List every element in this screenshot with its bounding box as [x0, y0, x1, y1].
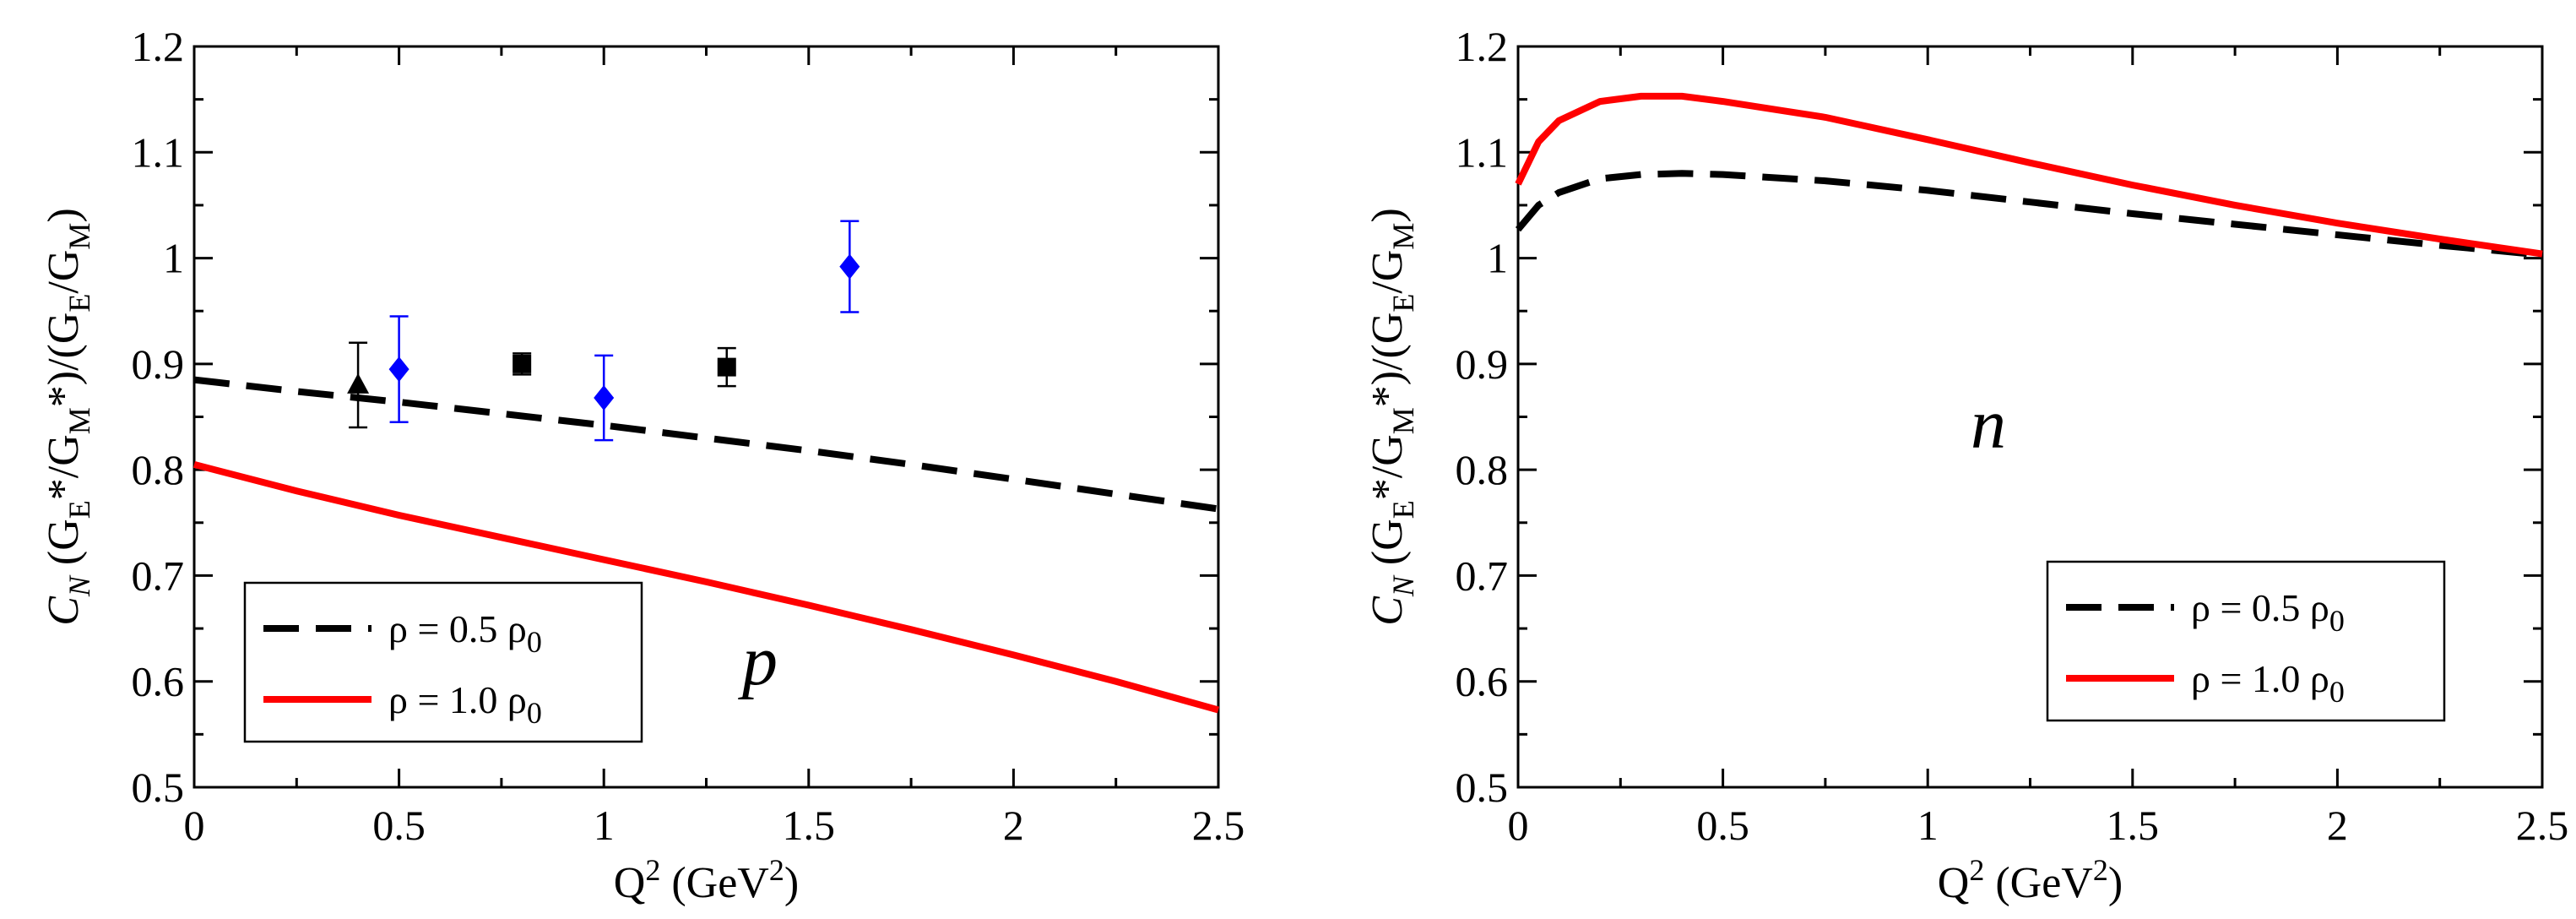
x-tick-label: 1 — [594, 802, 615, 849]
legend-box — [243, 581, 643, 743]
y-tick-label: 1.2 — [132, 23, 185, 70]
x-tick-label: 0 — [184, 802, 205, 849]
legend: ρ = 0.5 ρ0 ρ = 1.0 ρ0 — [243, 581, 643, 743]
data-point-diamond — [388, 315, 409, 424]
diamond-marker — [388, 356, 409, 383]
data-point-diamond — [839, 220, 860, 313]
y-tick-label: 0.6 — [132, 658, 185, 705]
diamond-marker — [594, 384, 615, 411]
x-tick-label: 1 — [1917, 802, 1939, 849]
legend-box — [2046, 560, 2446, 722]
diamond-marker — [839, 253, 860, 280]
legend: ρ = 0.5 ρ0 ρ = 1.0 ρ0 — [2046, 560, 2446, 722]
data-point-diamond — [594, 354, 615, 442]
legend-label: ρ = 1.0 ρ0 — [388, 678, 542, 730]
panel-tag: n — [1971, 385, 2006, 464]
x-tick-label: 2.5 — [1192, 802, 1245, 849]
series-line-rho-0.5 — [193, 376, 1219, 513]
y-tick-label: 1 — [1487, 235, 1508, 282]
y-tick-label: 0.9 — [132, 340, 185, 388]
x-axis-title: Q2 (GeV2) — [614, 853, 799, 907]
y-tick-label: 0.5 — [1456, 764, 1509, 811]
y-axis-title: CN (GE*/GM*)/(GE/GM) — [1364, 208, 1420, 626]
y-axis-title: CN (GE*/GM*)/(GE/GM) — [40, 208, 96, 626]
x-tick-label: 0.5 — [1696, 802, 1749, 849]
y-tick-label: 1.2 — [1456, 23, 1509, 70]
x-tick-label: 2.5 — [2516, 802, 2569, 849]
y-tick-label: 0.7 — [132, 552, 185, 599]
y-tick-label: 0.9 — [1456, 340, 1509, 388]
y-tick-label: 0.6 — [1456, 658, 1509, 705]
x-axis-title: Q2 (GeV2) — [1938, 853, 2123, 907]
legend-label: ρ = 0.5 ρ0 — [2191, 586, 2345, 638]
data-point-triangle — [347, 341, 370, 429]
x-tick-label: 2 — [1003, 802, 1024, 849]
triangle-marker — [347, 372, 370, 394]
y-tick-label: 1.1 — [1456, 128, 1509, 176]
data-point-square — [717, 346, 736, 388]
series-line-rho-0.5 — [1515, 170, 2543, 258]
x-tick-label: 0 — [1508, 802, 1529, 849]
neutron-panel: 0 0.5 1 1.5 2 2.50.50.60.70.80.911.11.2Q2 (Ge… — [1364, 23, 2568, 907]
y-tick-label: 0.5 — [132, 764, 185, 811]
legend-label: ρ = 1.0 ρ0 — [2191, 657, 2345, 709]
square-marker — [512, 354, 532, 373]
x-tick-label: 0.5 — [372, 802, 426, 849]
proton-panel: 0 0.5 1 1.5 2 2.50.50.60.70.80.911.11.2Q2 (Ge… — [40, 23, 1245, 907]
panel-tag: p — [738, 622, 778, 700]
x-tick-label: 2 — [2327, 802, 2348, 849]
y-tick-label: 1 — [163, 235, 184, 282]
series-line-rho-1.0 — [193, 461, 1220, 714]
legend-label: ρ = 0.5 ρ0 — [388, 607, 542, 659]
y-tick-label: 0.8 — [1456, 446, 1509, 493]
x-tick-label: 1.5 — [783, 802, 836, 849]
y-tick-label: 1.1 — [132, 128, 185, 176]
data-point-square — [512, 352, 532, 376]
series-line-rho-1.0 — [1515, 92, 2543, 258]
square-marker — [717, 357, 736, 377]
y-tick-label: 0.7 — [1456, 552, 1509, 599]
x-tick-label: 1.5 — [2107, 802, 2160, 849]
y-tick-label: 0.8 — [132, 446, 185, 493]
